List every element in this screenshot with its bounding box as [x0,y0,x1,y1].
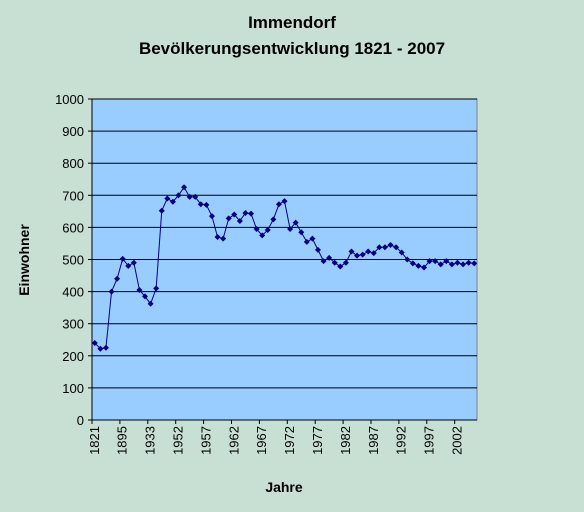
y-tick-label: 900 [62,124,84,139]
marker [443,258,450,265]
x-tick-label: 1982 [338,426,353,455]
marker [426,258,433,265]
marker [164,195,171,202]
x-axis-title: Jahre [265,479,303,495]
marker [231,211,238,218]
marker [208,213,215,220]
marker [220,235,227,242]
x-tick-label: 1987 [366,426,381,455]
y-tick-label: 400 [62,285,84,300]
marker [203,201,210,208]
y-tick-label: 700 [62,188,84,203]
chart-title: Immendorf [248,13,336,32]
marker [393,244,400,251]
marker [432,258,439,265]
x-tick-label: 1821 [87,426,102,455]
marker [314,246,321,253]
marker [331,259,338,266]
marker [192,193,199,200]
marker [158,207,165,214]
x-tick-label: 2002 [449,426,464,455]
marker [225,215,232,222]
y-tick-label: 200 [62,349,84,364]
marker [320,258,327,265]
y-axis-title: Einwohner [16,224,32,296]
marker [365,248,372,255]
marker [259,232,266,239]
x-tick-label: 1977 [310,426,325,455]
marker [298,229,305,236]
marker [253,226,260,233]
x-tick-label: 1957 [198,426,213,455]
marker [471,260,478,267]
marker [370,250,377,257]
marker [153,285,160,292]
y-tick-label: 500 [62,253,84,268]
marker [398,249,405,256]
marker [420,264,427,271]
y-tick-label: 0 [77,413,84,428]
marker [181,184,188,191]
marker [242,209,249,216]
marker [275,201,282,208]
marker [387,242,394,249]
marker [454,259,461,266]
marker [264,226,271,233]
marker [287,226,294,233]
marker [214,234,221,241]
x-tick-label: 1895 [115,426,130,455]
marker [415,262,422,269]
marker [342,259,349,266]
marker [309,235,316,242]
marker [114,275,121,282]
marker [354,252,361,259]
marker [175,192,182,199]
y-tick-label: 100 [62,381,84,396]
marker [142,293,149,300]
marker [404,256,411,263]
marker [119,255,126,262]
marker [102,344,109,351]
y-tick-label: 1000 [55,92,84,107]
chart-subtitle: Bevölkerungsentwicklung 1821 - 2007 [139,39,445,58]
marker [248,210,255,217]
marker [97,345,104,352]
marker [292,219,299,226]
marker [359,251,366,258]
marker [437,261,444,268]
marker [169,198,176,205]
marker [270,216,277,223]
marker [337,263,344,270]
marker [147,300,154,307]
marker [303,238,310,245]
marker [326,254,333,261]
x-tick-label: 1933 [143,426,158,455]
marker [130,259,137,266]
marker [381,244,388,251]
marker [108,288,115,295]
marker [348,248,355,255]
marker [197,201,204,208]
marker [465,259,472,266]
marker [460,261,467,268]
marker [448,261,455,268]
x-tick-label: 1952 [170,426,185,455]
marker [186,193,193,200]
marker [281,198,288,205]
y-tick-label: 600 [62,220,84,235]
marker [136,286,143,293]
marker [91,339,98,346]
x-tick-label: 1967 [254,426,269,455]
y-tick-label: 800 [62,156,84,171]
marker [125,262,132,269]
x-tick-label: 1962 [226,426,241,455]
marker [409,260,416,267]
x-tick-label: 1972 [282,426,297,455]
y-tick-label: 300 [62,317,84,332]
marker [236,217,243,224]
marker [376,244,383,251]
x-tick-label: 1997 [422,426,437,455]
x-tick-label: 1992 [394,426,409,455]
